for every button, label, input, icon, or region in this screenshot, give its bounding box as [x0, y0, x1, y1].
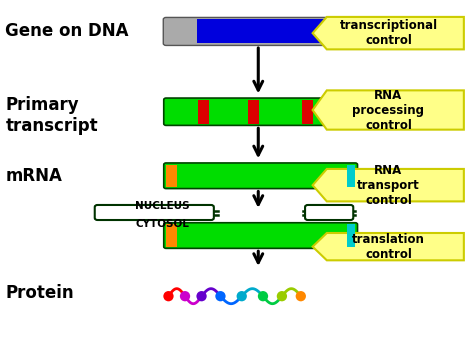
Polygon shape	[313, 233, 464, 260]
FancyBboxPatch shape	[305, 205, 353, 220]
Bar	[302, 100, 313, 124]
Polygon shape	[313, 17, 464, 49]
Bar	[197, 20, 372, 44]
Text: transcriptional
control: transcriptional control	[339, 19, 438, 47]
FancyBboxPatch shape	[163, 17, 405, 45]
FancyBboxPatch shape	[164, 223, 357, 248]
Text: Primary
transcript: Primary transcript	[5, 96, 98, 134]
Point	[297, 294, 305, 299]
Bar	[248, 100, 259, 124]
Point	[278, 294, 286, 299]
Text: translation
control: translation control	[352, 233, 425, 261]
Text: RNA
processing
control: RNA processing control	[353, 88, 425, 131]
Bar	[198, 100, 209, 124]
Bar	[166, 224, 176, 247]
Bar	[166, 224, 176, 247]
Text: NUCLEUS: NUCLEUS	[136, 201, 190, 211]
Bar	[346, 165, 355, 187]
Point	[217, 294, 224, 299]
Polygon shape	[313, 90, 464, 130]
Point	[198, 294, 205, 299]
FancyBboxPatch shape	[164, 98, 376, 126]
Text: RNA
transport
control: RNA transport control	[357, 164, 420, 207]
Bar	[346, 224, 355, 247]
FancyBboxPatch shape	[164, 163, 357, 189]
Point	[259, 294, 267, 299]
Text: Gene on DNA: Gene on DNA	[5, 22, 129, 40]
Text: CYTOSOL: CYTOSOL	[136, 220, 189, 229]
Bar	[166, 165, 176, 187]
FancyBboxPatch shape	[95, 205, 214, 220]
Point	[164, 294, 172, 299]
Point	[238, 294, 246, 299]
Text: mRNA: mRNA	[5, 167, 62, 185]
Bar	[166, 165, 176, 187]
Point	[181, 294, 189, 299]
Polygon shape	[313, 169, 464, 201]
Text: Protein: Protein	[5, 284, 74, 302]
